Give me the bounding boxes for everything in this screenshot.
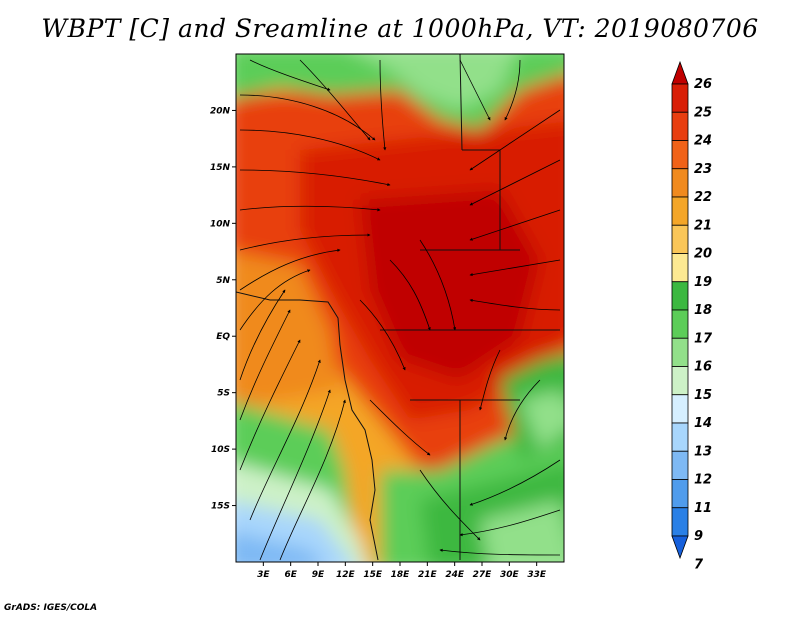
colorbar-label: 16 <box>694 360 712 375</box>
colorbar-label: 12 <box>694 473 712 488</box>
colorbar-swatch <box>671 140 689 170</box>
colorbar-top-triangle <box>671 60 689 85</box>
chart-title: WBPT [C] and Sreamline at 1000hPa, VT: 2… <box>41 14 759 43</box>
colorbar-label: 22 <box>694 190 712 205</box>
temperature-shading <box>236 54 564 562</box>
colorbar-label: 11 <box>694 501 712 516</box>
lon-tick-label: 21E <box>418 570 438 580</box>
colorbar-label: 14 <box>694 416 712 431</box>
longitude-axis: 3E 6E 9E 12E 15E 18E 21E 24E 27E 30E 33E <box>257 562 547 580</box>
lon-tick-label: 15E <box>363 570 383 580</box>
colorbar-swatch <box>671 253 689 283</box>
colorbar-swatch <box>671 450 689 480</box>
colorbar-label: 13 <box>694 444 712 459</box>
lon-tick-label: 24E <box>445 570 465 580</box>
colorbar-label: 19 <box>694 275 712 290</box>
lon-tick-label: 9E <box>312 570 325 580</box>
colorbar-swatch <box>671 479 689 509</box>
lon-tick-label: 18E <box>391 570 411 580</box>
colorbar-bottom-triangle <box>671 535 689 560</box>
coastlines <box>236 54 560 561</box>
lat-tick-label: 10S <box>211 445 230 455</box>
colorbar-label: 17 <box>694 331 713 346</box>
lat-tick-label: 10N <box>210 219 231 229</box>
colorbar-swatch <box>671 394 689 424</box>
lat-tick-label: 5N <box>216 276 230 286</box>
latitude-axis: 20N 15N 10N 5N EQ 5S 10S 15S <box>210 106 236 512</box>
colorbar-label: 9 <box>694 529 703 544</box>
colorbar-swatch <box>671 83 689 113</box>
colorbar-swatch <box>671 111 689 141</box>
colorbar-label: 18 <box>694 303 712 318</box>
colorbar-label: 23 <box>694 162 712 177</box>
colorbar-label: 7 <box>694 557 704 572</box>
colorbar-swatch <box>671 309 689 339</box>
lat-tick-label: 15S <box>211 502 230 512</box>
lon-tick-label: 3E <box>257 570 270 580</box>
lon-tick-label: 12E <box>336 570 356 580</box>
colorbar-swatch <box>671 224 689 254</box>
lon-tick-label: 33E <box>527 570 547 580</box>
colorbar-label: 15 <box>694 388 712 403</box>
lon-tick-label: 27E <box>473 570 493 580</box>
colorbar-swatch <box>671 168 689 198</box>
colorbar-label: 26 <box>694 77 712 92</box>
lat-tick-label: 20N <box>210 106 231 116</box>
colorbar-label: 24 <box>694 134 712 149</box>
lon-tick-label: 30E <box>500 570 520 580</box>
lat-tick-label: EQ <box>216 332 230 342</box>
footer-credit: GrADS: IGES/COLA <box>4 603 98 613</box>
colorbar-swatch <box>671 281 689 311</box>
streamlines <box>239 59 561 561</box>
colorbar-label: 25 <box>694 105 712 120</box>
colorbar-label: 20 <box>694 247 712 262</box>
colorbar-swatch <box>671 337 689 367</box>
temperature-field <box>236 54 564 562</box>
lon-tick-label: 6E <box>284 570 297 580</box>
colorbar-label: 21 <box>694 218 712 233</box>
lat-tick-label: 5S <box>217 389 230 399</box>
colorbar-swatch <box>671 422 689 452</box>
colorbar-swatch <box>671 196 689 226</box>
colorbar-swatch <box>671 366 689 396</box>
colorbar-swatch <box>671 507 689 537</box>
lat-tick-label: 15N <box>210 163 231 173</box>
colorbar: 26 25 24 23 22 21 20 19 18 17 16 15 14 13 12 11 9 7 <box>671 60 713 572</box>
